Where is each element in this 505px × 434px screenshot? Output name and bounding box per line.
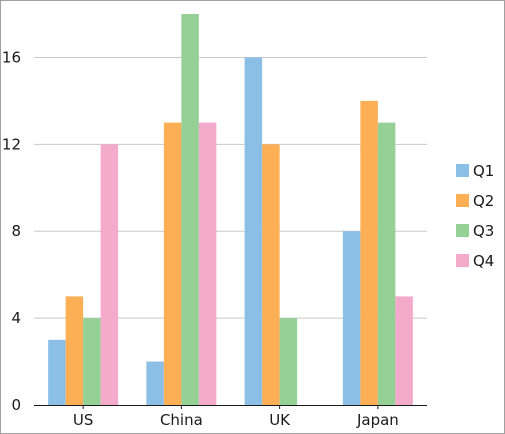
legend-swatch-q3 bbox=[456, 224, 469, 237]
bar-q3-japan bbox=[377, 122, 396, 405]
legend-swatch-q4 bbox=[456, 254, 469, 267]
bar-q3-us bbox=[83, 318, 101, 405]
bar-q1-china bbox=[146, 361, 164, 405]
x-tick-label: UK bbox=[269, 411, 291, 429]
bar-q2-uk bbox=[262, 144, 280, 406]
y-tick-label: 4 bbox=[11, 309, 21, 327]
legend-label-q1: Q1 bbox=[473, 162, 494, 180]
y-tick-label: 0 bbox=[11, 396, 21, 414]
x-tick-label: Japan bbox=[356, 411, 399, 429]
legend-label-q2: Q2 bbox=[473, 192, 494, 210]
legend-swatch-q1 bbox=[456, 164, 469, 177]
bar-q4-japan bbox=[395, 296, 413, 405]
bar-q3-uk bbox=[279, 318, 298, 405]
bar-q2-japan bbox=[360, 100, 378, 405]
x-tick-label: China bbox=[160, 411, 203, 429]
bar-q4-china bbox=[198, 122, 217, 405]
bar-q1-japan bbox=[342, 231, 361, 405]
y-tick-label: 12 bbox=[2, 135, 21, 153]
legend: Q1 Q2 Q3 Q4 bbox=[456, 162, 494, 270]
bar-q1-uk bbox=[244, 57, 263, 405]
bar-q3-china bbox=[181, 14, 199, 405]
axes: 0 4 8 12 16 US China UK Japan bbox=[2, 48, 427, 429]
legend-label-q3: Q3 bbox=[473, 222, 494, 240]
bar-q1-us bbox=[48, 339, 66, 405]
bar-q4-us bbox=[100, 144, 119, 406]
legend-swatch-q2 bbox=[456, 194, 469, 207]
y-tick-label: 8 bbox=[11, 222, 21, 240]
x-tick-label: US bbox=[73, 411, 94, 429]
legend-label-q4: Q4 bbox=[473, 252, 494, 270]
bar-q2-us bbox=[65, 296, 84, 405]
bars bbox=[48, 14, 413, 406]
bar-q2-china bbox=[163, 122, 182, 405]
y-tick-label: 16 bbox=[2, 48, 21, 66]
